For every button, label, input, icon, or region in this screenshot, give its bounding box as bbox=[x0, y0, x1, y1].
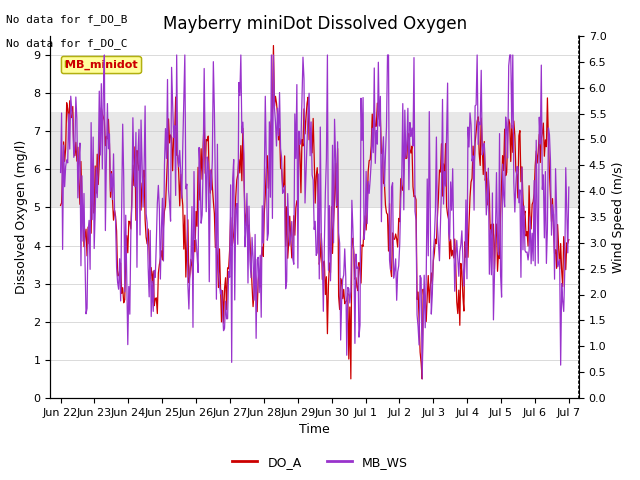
X-axis label: Time: Time bbox=[300, 423, 330, 436]
Text: No data for f_DO_B: No data for f_DO_B bbox=[6, 14, 128, 25]
Legend: MB_minidot: MB_minidot bbox=[61, 56, 141, 73]
Y-axis label: Dissolved Oxygen (mg/l): Dissolved Oxygen (mg/l) bbox=[15, 140, 28, 294]
Y-axis label: Wind Speed (m/s): Wind Speed (m/s) bbox=[612, 161, 625, 273]
Title: Mayberry miniDot Dissolved Oxygen: Mayberry miniDot Dissolved Oxygen bbox=[163, 15, 467, 33]
Text: No data for f_DO_C: No data for f_DO_C bbox=[6, 38, 128, 49]
Bar bbox=[51, 112, 579, 207]
Legend: DO_A, MB_WS: DO_A, MB_WS bbox=[227, 451, 413, 474]
